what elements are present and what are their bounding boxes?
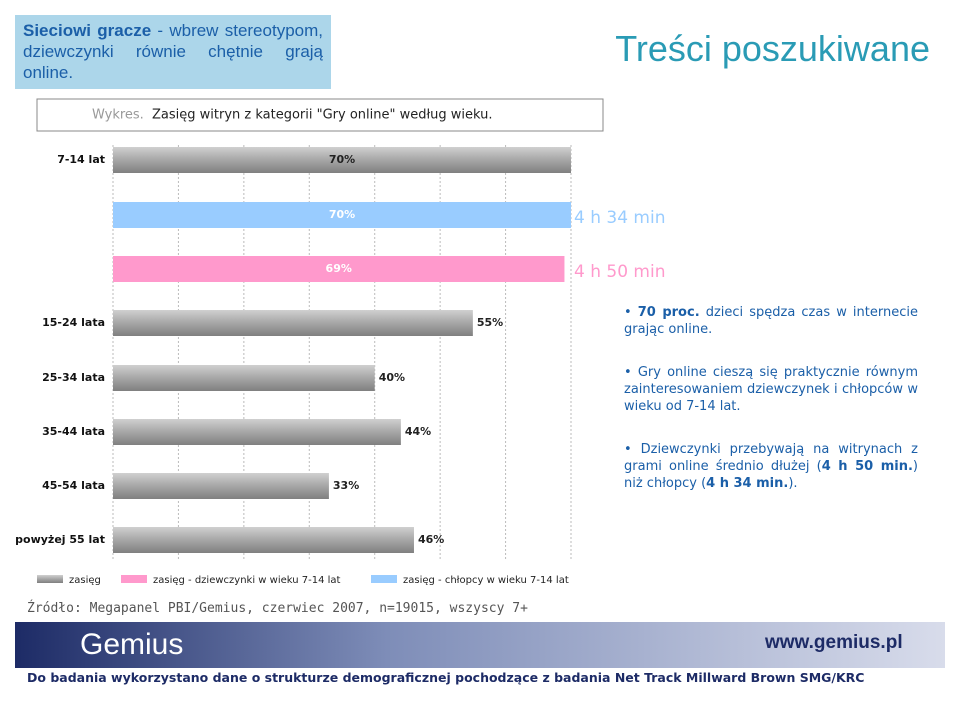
category-label: 45-54 lata bbox=[42, 479, 105, 492]
bullet-list: 70 proc. dzieci spędza czas w internecie… bbox=[624, 304, 918, 518]
legend-label: zasięg bbox=[69, 575, 101, 586]
chart-title-box bbox=[36, 98, 604, 132]
legend-label: zasięg - dziewczynki w wieku 7-14 lat bbox=[153, 575, 341, 586]
value-label: 44% bbox=[405, 425, 431, 438]
bar bbox=[113, 419, 401, 445]
value-label: 46% bbox=[418, 533, 444, 546]
annotation: 4 h 34 min bbox=[574, 208, 666, 228]
bullet-text: 70 proc. bbox=[637, 305, 700, 320]
bullet-text: 4 h 34 min. bbox=[706, 476, 789, 491]
category-label: 7-14 lat bbox=[57, 153, 105, 166]
bar bbox=[113, 256, 565, 282]
bar bbox=[113, 147, 571, 173]
value-label: 55% bbox=[477, 316, 503, 329]
source: Źródło: Megapanel PBI/Gemius, czerwiec 2… bbox=[27, 601, 528, 616]
legend-label: zasięg - chłopcy w wieku 7-14 lat bbox=[403, 575, 569, 586]
chart-title: Zasięg witryn z kategorii "Gry online" w… bbox=[152, 108, 493, 123]
value-label: 69% bbox=[326, 262, 352, 275]
bullet-text: dzieci spędza czas w internecie grając o… bbox=[624, 305, 918, 337]
bar bbox=[113, 202, 571, 228]
chart-title-prefix: Wykres. bbox=[92, 108, 144, 123]
bullet-text: Dziewczynki przebywają na witrynach z gr… bbox=[624, 442, 918, 474]
bullet-text: 4 h 50 min. bbox=[821, 459, 913, 474]
category-label: 25-34 lata bbox=[42, 371, 105, 384]
legend-swatch bbox=[121, 575, 147, 583]
bar bbox=[113, 365, 375, 391]
legend-swatch bbox=[371, 575, 397, 583]
bullet: 70 proc. dzieci spędza czas w internecie… bbox=[624, 304, 918, 338]
value-label: 40% bbox=[379, 371, 405, 384]
bullet: Dziewczynki przebywają na witrynach z gr… bbox=[624, 441, 918, 492]
value-label: 33% bbox=[333, 479, 359, 492]
legend-swatch bbox=[37, 575, 63, 583]
bar bbox=[113, 473, 329, 499]
category-label: 35-44 lata bbox=[42, 425, 105, 438]
bar bbox=[113, 527, 414, 553]
header-text: - wbrew stereotypom, dziewczynki równie … bbox=[23, 21, 323, 82]
value-label: 70% bbox=[329, 153, 355, 166]
logo: Gemius bbox=[80, 628, 184, 661]
category-label: 15-24 lata bbox=[42, 316, 105, 329]
url: www.gemius.pl bbox=[765, 632, 903, 653]
bullet-text: ) niż chłopcy ( bbox=[624, 459, 918, 491]
header-box: Sieciowi gracze - wbrew stereotypom, dzi… bbox=[15, 15, 331, 89]
bullet: Gry online cieszą się praktycznie równym… bbox=[624, 364, 918, 415]
category-label: powyżej 55 lat bbox=[15, 533, 105, 546]
footer-band bbox=[15, 622, 945, 668]
annotation: 4 h 50 min bbox=[574, 262, 666, 282]
slide-title: Treści poszukiwane bbox=[615, 28, 930, 69]
bullet-text: ). bbox=[788, 476, 798, 491]
header-lead: Sieciowi gracze bbox=[23, 21, 152, 40]
footer-note: Do badania wykorzystano dane o strukturz… bbox=[27, 670, 865, 685]
bar bbox=[113, 310, 473, 336]
bullet-text: Gry online cieszą się praktycznie równym… bbox=[624, 365, 918, 414]
value-label: 70% bbox=[329, 208, 355, 221]
